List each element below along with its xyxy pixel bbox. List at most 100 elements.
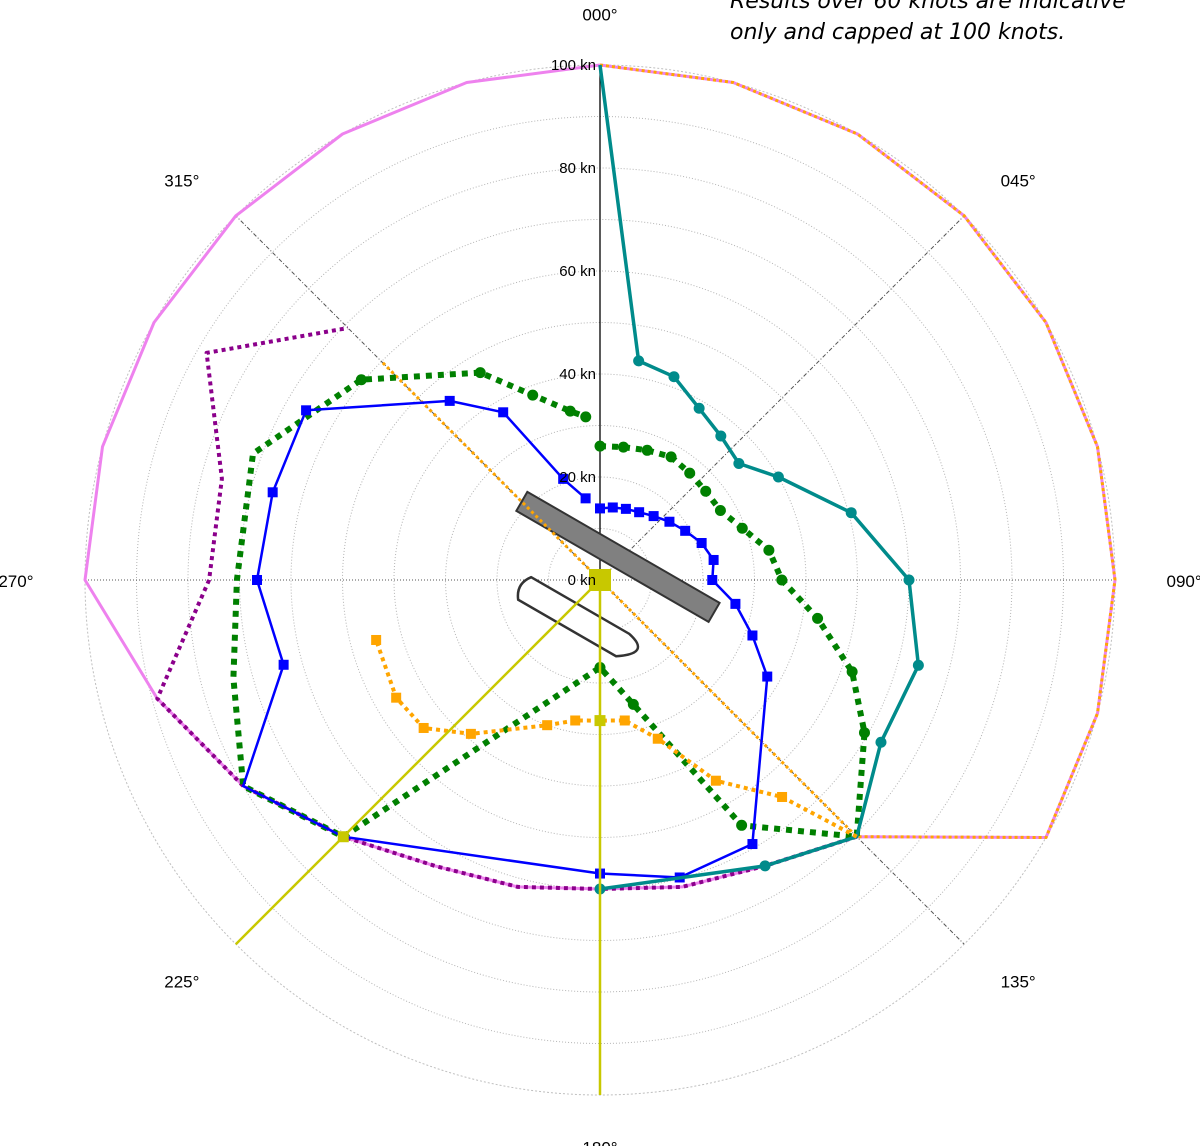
data-point: [474, 367, 486, 379]
ship-hull-group: [514, 490, 721, 658]
data-point: [570, 715, 581, 726]
data-point: [736, 522, 748, 534]
labels-layer: 0 kn 20 kn 40 kn 60 kn 80 kn 100 kn 000° 045° 09…: [0, 6, 1200, 1146]
data-point: [812, 612, 824, 624]
radial-tick-label: 80 kn: [559, 160, 596, 177]
data-point: [664, 516, 675, 527]
data-point: [465, 728, 476, 739]
data-point: [730, 598, 741, 609]
data-point: [648, 511, 659, 522]
data-point: [444, 395, 455, 406]
data-point: [267, 487, 278, 498]
ship-icon: [514, 490, 721, 658]
data-point: [527, 389, 539, 401]
angle-label: 315°: [164, 171, 199, 190]
note-line-2: only and capped at 100 knots.: [730, 20, 1066, 45]
data-point: [715, 430, 727, 442]
data-point: [594, 715, 606, 727]
data-point: [684, 467, 696, 479]
radial-tick-label: 100 kn: [551, 57, 596, 74]
angle-label: 045°: [1001, 171, 1036, 190]
data-point: [252, 575, 263, 585]
reference-line: [235, 215, 601, 581]
data-point: [301, 405, 312, 416]
data-point: [696, 538, 707, 549]
ship-deck: [514, 490, 721, 624]
series-8: [234, 579, 601, 946]
data-point: [846, 666, 858, 678]
data-point: [418, 722, 429, 733]
data-point: [607, 502, 618, 513]
data-point: [747, 839, 758, 850]
data-point: [633, 355, 645, 367]
data-point: [652, 733, 663, 744]
data-point: [763, 544, 775, 556]
data-point: [580, 411, 592, 423]
data-point: [620, 503, 631, 514]
series-line: [155, 326, 858, 891]
radial-tick-label: 40 kn: [559, 366, 596, 383]
radial-tick-label: 0 kn: [568, 572, 596, 589]
data-point: [707, 575, 718, 585]
data-point: [772, 471, 784, 483]
series-3: [230, 367, 870, 840]
angle-label: 180°: [582, 1139, 617, 1146]
data-point: [700, 485, 712, 497]
data-point: [617, 441, 629, 453]
data-point: [680, 525, 691, 536]
series-line: [380, 63, 1117, 839]
note-line-1: Results over 60 knots are indicative: [730, 0, 1126, 14]
data-point: [875, 736, 887, 748]
data-point: [762, 671, 773, 682]
data-point: [278, 659, 289, 670]
data-point: [912, 659, 924, 671]
data-point: [580, 493, 591, 504]
data-point: [542, 720, 553, 731]
data-point: [634, 507, 645, 518]
angle-label: 270°: [0, 572, 34, 591]
data-point: [498, 407, 509, 418]
data-point: [564, 405, 576, 417]
angle-label: 090°: [1167, 572, 1200, 591]
data-point: [733, 457, 745, 469]
data-point: [693, 402, 705, 414]
series-1: [380, 63, 1117, 839]
data-point: [627, 698, 639, 710]
angle-label: 135°: [1001, 973, 1036, 992]
series-2: [155, 326, 858, 891]
data-point: [736, 819, 748, 831]
data-point: [371, 634, 382, 645]
data-point: [594, 440, 606, 452]
angle-label: 000°: [582, 6, 617, 25]
radial-tick-label: 60 kn: [559, 263, 596, 280]
data-point: [589, 569, 611, 591]
data-point: [355, 374, 367, 386]
data-point: [845, 507, 857, 519]
data-point: [903, 574, 915, 586]
chart-note: Results over 60 knots are indicative onl…: [730, 0, 1200, 48]
radial-tick-label: 20 kn: [559, 469, 596, 486]
data-point: [665, 451, 677, 463]
data-point: [391, 692, 402, 703]
reference-line: [599, 579, 965, 945]
data-point: [668, 371, 680, 383]
series-layer: [83, 63, 1117, 1095]
data-point: [777, 791, 788, 802]
data-point: [759, 860, 771, 872]
data-point: [710, 775, 721, 786]
data-point: [776, 574, 788, 586]
data-point: [558, 473, 569, 484]
data-point: [641, 444, 653, 456]
data-point: [747, 630, 758, 641]
data-point: [708, 554, 719, 565]
ship-hull: [516, 575, 640, 658]
series-line: [598, 64, 921, 891]
data-point: [337, 831, 349, 843]
series-line: [234, 579, 601, 946]
data-point: [714, 504, 726, 516]
series-5: [594, 64, 924, 895]
series-line: [374, 639, 858, 839]
reference-line: [599, 215, 965, 581]
data-point: [858, 727, 870, 739]
